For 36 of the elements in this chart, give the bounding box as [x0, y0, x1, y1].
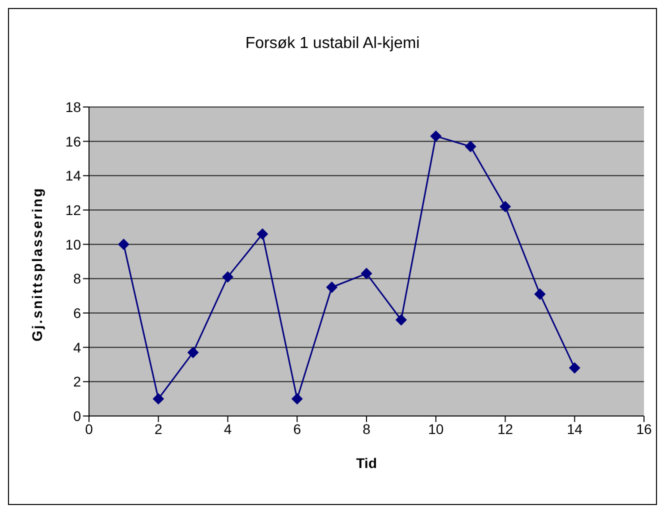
y-tick-label: 8: [73, 270, 82, 287]
point: [188, 346, 199, 358]
x-tick-label: 14: [566, 420, 583, 437]
y-tick-label: 6: [73, 304, 82, 321]
point: [152, 393, 164, 404]
y-tick-label: 4: [73, 339, 82, 356]
point: [118, 238, 130, 250]
point: [256, 228, 268, 240]
point: [534, 288, 546, 300]
x-axis-title: Tid: [356, 455, 377, 471]
point: [326, 282, 338, 293]
y-tick-label: 14: [65, 168, 82, 184]
point: [396, 314, 407, 326]
x-tick-label: 0: [85, 420, 94, 437]
y-axis-title: Gj.snittsplassering: [28, 186, 45, 342]
x-tick-label: 4: [224, 420, 232, 437]
y-tick-label: 0: [73, 408, 82, 424]
point: [569, 362, 580, 374]
y-tick-label: 2: [73, 374, 82, 390]
x-tick-label: 2: [154, 420, 162, 437]
y-tick-label: 12: [65, 202, 82, 218]
x-tick-label: 8: [362, 420, 371, 437]
point: [430, 130, 442, 142]
x-tick-label: 6: [293, 420, 302, 437]
x-tick-label: 16: [636, 420, 652, 437]
y-tick-label: 16: [65, 133, 82, 150]
x-tick-label: 10: [428, 420, 444, 437]
x-tick-label: 12: [497, 420, 514, 437]
point: [222, 271, 234, 282]
point: [292, 393, 303, 404]
y-tick-label: 18: [65, 98, 82, 115]
point: [500, 201, 511, 212]
point: [361, 268, 372, 280]
y-tick-label: 10: [65, 236, 82, 252]
point: [465, 140, 476, 152]
chart-title: Forsøk 1 ustabil Al-kjemi: [244, 35, 421, 53]
